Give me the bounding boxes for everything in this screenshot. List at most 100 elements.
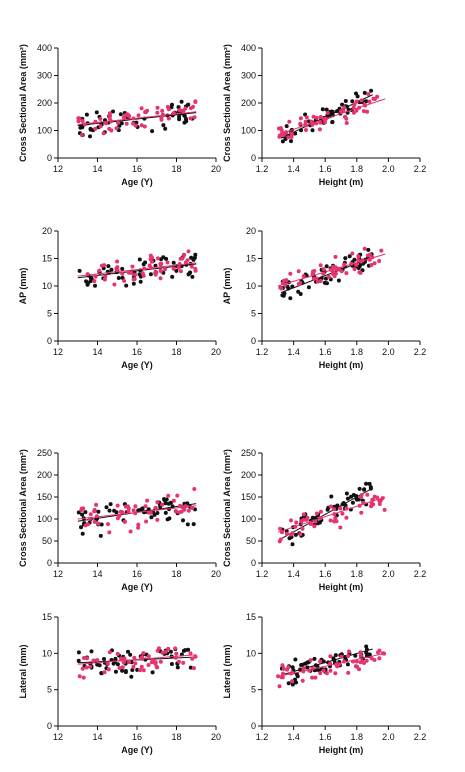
data-point: [131, 664, 136, 669]
data-point: [112, 282, 117, 287]
data-point: [92, 519, 97, 524]
data-point: [81, 675, 86, 680]
data-point: [162, 497, 166, 502]
data-point: [166, 116, 171, 121]
data-point: [126, 506, 131, 511]
data-point: [329, 494, 334, 499]
x-tick-label: 2.0: [382, 732, 395, 742]
data-point: [113, 669, 118, 674]
data-point: [286, 135, 291, 140]
data-point: [334, 519, 339, 524]
data-point: [127, 660, 131, 664]
y-tick-label: 15: [42, 612, 52, 622]
data-point: [358, 650, 363, 655]
data-point: [125, 112, 130, 117]
data-point: [96, 509, 101, 514]
data-point: [113, 656, 118, 661]
data-point: [335, 664, 340, 669]
data-point: [177, 659, 181, 664]
y-tick-label: 200: [241, 470, 256, 480]
data-point: [114, 126, 119, 131]
data-point: [140, 271, 145, 276]
data-point: [343, 114, 347, 119]
data-point: [335, 503, 340, 508]
x-axis-title: Age (Y): [121, 177, 153, 187]
data-point: [128, 529, 133, 534]
x-tick-label: 1.8: [351, 569, 364, 579]
data-point: [103, 274, 108, 279]
data-point: [171, 498, 176, 503]
data-point: [278, 526, 283, 531]
data-point: [128, 652, 133, 657]
data-point: [136, 113, 141, 118]
data-point: [88, 512, 93, 517]
data-point: [352, 267, 357, 272]
data-point: [139, 106, 144, 111]
data-point: [333, 254, 338, 259]
data-point: [188, 651, 193, 656]
x-tick-label: 2.0: [382, 347, 395, 357]
x-tick-label: 1.2: [256, 732, 269, 742]
data-point: [325, 110, 330, 115]
data-point: [339, 269, 344, 274]
data-point: [117, 666, 122, 670]
x-tick-label: 12: [53, 164, 63, 174]
data-point: [83, 510, 88, 515]
data-point: [118, 112, 123, 117]
data-point: [97, 268, 102, 273]
data-point: [345, 496, 350, 501]
data-point: [143, 504, 148, 509]
data-point: [344, 491, 349, 496]
data-point: [190, 506, 195, 510]
data-point: [357, 486, 362, 491]
y-tick-label: 0: [47, 558, 52, 568]
data-point: [284, 531, 289, 536]
data-point: [138, 668, 142, 673]
data-point: [293, 677, 297, 682]
x-tick-label: 1.2: [256, 164, 269, 174]
data-point: [93, 126, 98, 131]
data-point: [190, 274, 195, 279]
x-axis-title: Height (m): [319, 177, 364, 187]
data-point: [109, 267, 114, 272]
data-point: [106, 522, 110, 527]
y-tick-label: 5: [251, 309, 256, 319]
y-tick-label: 10: [246, 648, 256, 658]
data-point: [328, 668, 333, 673]
data-point: [168, 649, 173, 654]
data-point: [76, 658, 81, 663]
data-point: [133, 504, 138, 509]
data-point: [328, 518, 333, 523]
data-point: [193, 252, 198, 257]
data-point: [111, 109, 115, 114]
y-axis-title: Cross Sectional Area (mm²): [18, 449, 28, 567]
data-point: [163, 267, 168, 272]
data-point: [296, 282, 301, 286]
data-point: [131, 121, 136, 126]
data-point: [94, 514, 99, 519]
x-tick-label: 1.6: [319, 164, 332, 174]
data-point: [310, 675, 315, 680]
data-point: [136, 525, 141, 530]
x-tick-label: 1.4: [287, 569, 300, 579]
data-point: [372, 658, 377, 662]
trend-line: [77, 111, 197, 125]
x-axis-title: Age (Y): [121, 745, 153, 755]
data-point: [342, 105, 347, 110]
data-point: [121, 660, 126, 665]
data-point: [153, 506, 158, 510]
data-point: [150, 658, 155, 663]
data-point: [88, 127, 93, 132]
x-tick-label: 1.8: [351, 347, 364, 357]
trend-line: [77, 112, 197, 127]
data-point: [99, 522, 104, 527]
data-point: [345, 662, 350, 667]
data-point: [79, 133, 84, 137]
data-point: [296, 269, 301, 274]
y-axis-title: AP (mm): [18, 268, 28, 305]
x-tick-label: 2.2: [414, 347, 427, 357]
y-axis-title: Lateral (mm): [18, 644, 28, 698]
data-point: [159, 261, 164, 266]
data-point: [286, 681, 291, 686]
data-point: [95, 658, 100, 663]
